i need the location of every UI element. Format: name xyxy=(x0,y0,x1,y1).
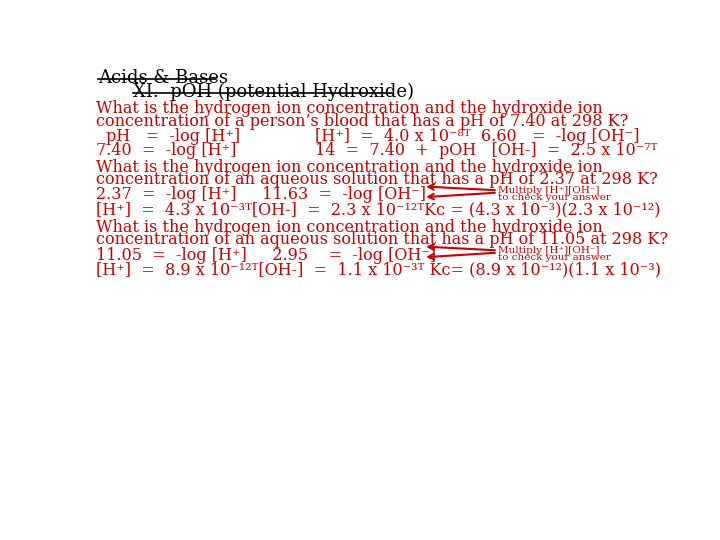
Text: concentration of an aqueous solution that has a pH of 11.05 at 298 K?: concentration of an aqueous solution tha… xyxy=(96,231,668,248)
Text: to check your answer: to check your answer xyxy=(498,193,611,202)
Text: concentration of an aqueous solution that has a pH of 2.37 at 298 K?: concentration of an aqueous solution tha… xyxy=(96,171,658,188)
Text: [H⁺]  =  4.3 x 10⁻³ᵀ[OH-]  =  2.3 x 10⁻¹²ᵀKᴄ = (4.3 x 10⁻³)(2.3 x 10⁻¹²): [H⁺] = 4.3 x 10⁻³ᵀ[OH-] = 2.3 x 10⁻¹²ᵀKᴄ… xyxy=(96,202,661,219)
Text: XI.  pOH (potential Hydroxide): XI. pOH (potential Hydroxide) xyxy=(132,83,413,101)
Text: Acids & Bases: Acids & Bases xyxy=(98,69,228,86)
Text: What is the hydrogen ion concentration and the hydroxide ion: What is the hydrogen ion concentration a… xyxy=(96,159,603,176)
Text: 14  =  7.40  +  pOH   [OH-]  =  2.5 x 10⁻⁷ᵀ: 14 = 7.40 + pOH [OH-] = 2.5 x 10⁻⁷ᵀ xyxy=(315,142,657,159)
Text: 7.40  =  -log [H⁺]: 7.40 = -log [H⁺] xyxy=(96,142,237,159)
Text: to check your answer: to check your answer xyxy=(498,253,611,262)
Text: What is the hydrogen ion concentration and the hydroxide ion: What is the hydrogen ion concentration a… xyxy=(96,219,603,236)
Text: Multiply [H⁺][OH⁻]: Multiply [H⁺][OH⁻] xyxy=(498,246,600,255)
Text: What is the hydrogen ion concentration and the hydroxide ion: What is the hydrogen ion concentration a… xyxy=(96,100,603,117)
Text: 2.37  =  -log [H⁺]     11.63  =  -log [OH⁻]: 2.37 = -log [H⁺] 11.63 = -log [OH⁻] xyxy=(96,186,426,204)
Text: [H⁺]  =  4.0 x 10⁻⁸ᵀ  6.60   =  -log [OH⁻]: [H⁺] = 4.0 x 10⁻⁸ᵀ 6.60 = -log [OH⁻] xyxy=(315,128,639,145)
Text: [H⁺]  =  8.9 x 10⁻¹²ᵀ[OH-]  =  1.1 x 10⁻³ᵀ Kᴄ= (8.9 x 10⁻¹²)(1.1 x 10⁻³): [H⁺] = 8.9 x 10⁻¹²ᵀ[OH-] = 1.1 x 10⁻³ᵀ K… xyxy=(96,261,661,278)
Text: Multiply [H⁺][OH⁻]: Multiply [H⁺][OH⁻] xyxy=(498,186,600,195)
Text: pH   =  -log [H⁺]: pH = -log [H⁺] xyxy=(106,128,240,145)
Text: 11.05  =  -log [H⁺]     2.95    =  -log [OH⁻]: 11.05 = -log [H⁺] 2.95 = -log [OH⁻] xyxy=(96,247,436,264)
Text: concentration of a person’s blood that has a pH of 7.40 at 298 K?: concentration of a person’s blood that h… xyxy=(96,112,629,130)
